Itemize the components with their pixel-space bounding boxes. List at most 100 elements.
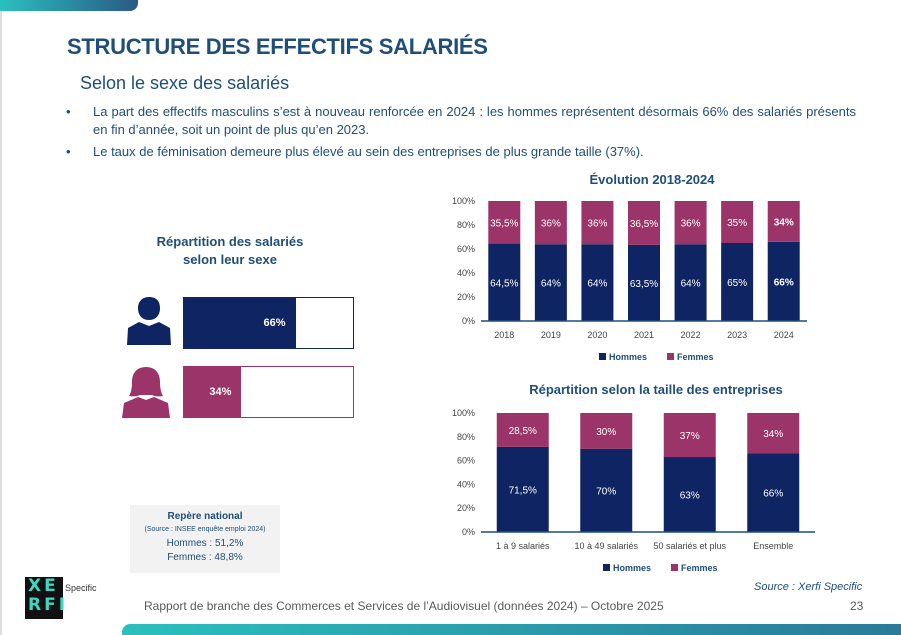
x-tick-label: 2020 xyxy=(587,330,607,340)
repere-national-box: Repère national (Source : INSEE enquête … xyxy=(130,505,280,573)
repere-source: (Source : INSEE enquête emploi 2024) xyxy=(144,526,266,533)
data-label: 64% xyxy=(541,279,561,290)
data-label: 70% xyxy=(596,486,616,497)
y-tick-label: 80% xyxy=(457,432,475,442)
taille-chart: Répartition selon la taille des entrepri… xyxy=(452,382,815,573)
x-tick-label: 2021 xyxy=(634,330,654,340)
legend-swatch xyxy=(603,564,610,571)
hommes-fill: 66% xyxy=(184,298,296,348)
data-label: 34% xyxy=(763,429,783,440)
y-tick-label: 40% xyxy=(457,268,475,278)
legend-label: Hommes xyxy=(609,352,647,362)
x-tick-label: 2022 xyxy=(681,330,701,340)
y-tick-label: 20% xyxy=(457,503,475,513)
bar-femmes xyxy=(496,413,549,447)
bar-femmes xyxy=(488,201,521,244)
data-label: 28,5% xyxy=(509,426,537,437)
legend-swatch xyxy=(667,353,674,360)
data-label: 66% xyxy=(774,277,794,288)
repartition-title: Répartition des salariés selon leur sexe xyxy=(130,233,330,269)
bullet-item: Le taux de féminisation demeure plus éle… xyxy=(66,143,856,161)
repartition-title-line: selon leur sexe xyxy=(183,252,277,267)
data-label: 63% xyxy=(680,491,700,502)
y-tick-label: 0% xyxy=(462,316,475,326)
hommes-value: 66% xyxy=(263,317,286,329)
page-title: STRUCTURE DES EFFECTIFS SALARIÉS xyxy=(67,34,488,59)
data-label: 37% xyxy=(680,431,700,442)
bar-hommes xyxy=(488,243,521,321)
logo-tag: Specific xyxy=(65,583,97,593)
x-tick-label: Ensemble xyxy=(753,541,793,551)
legend-label: Femmes xyxy=(677,352,714,362)
y-tick-label: 60% xyxy=(457,244,475,254)
repere-title: Repère national xyxy=(167,511,243,522)
x-tick-label: 50 salariés et plus xyxy=(653,541,726,551)
y-tick-label: 20% xyxy=(457,292,475,302)
legend-swatch xyxy=(599,353,606,360)
data-label: 36% xyxy=(541,219,561,230)
y-tick-label: 0% xyxy=(462,527,475,537)
femmes-bar: 34% xyxy=(183,366,354,418)
source-note: Source : Xerfi Specific xyxy=(754,581,863,593)
data-label: 34% xyxy=(774,217,794,228)
bar-hommes xyxy=(767,241,800,321)
x-tick-label: 2024 xyxy=(774,330,794,340)
data-label: 36% xyxy=(587,219,607,230)
evolution-chart: Évolution 2018-2024 0% 20% 40% 60% 80% 100% 64,… xyxy=(452,172,807,362)
data-label: 71,5% xyxy=(509,485,537,496)
legend-label: Femmes xyxy=(681,563,718,573)
hommes-bar: 66% xyxy=(183,297,354,349)
bar-femmes xyxy=(674,201,707,245)
y-tick-label: 80% xyxy=(457,220,475,230)
chart-title: Répartition selon la taille des entrepri… xyxy=(529,382,783,397)
bullet-item: La part des effectifs masculins s’est à … xyxy=(66,103,856,139)
bar-femmes xyxy=(580,413,633,449)
bottom-accent-bar xyxy=(122,624,901,635)
xerfi-logo: XE RFI xyxy=(25,577,65,619)
data-label: 65% xyxy=(727,278,747,289)
y-tick-label: 100% xyxy=(452,408,475,418)
data-label: 66% xyxy=(763,489,783,500)
bar-hommes xyxy=(496,446,549,532)
legend-label: Hommes xyxy=(613,563,651,573)
repere-hommes: Hommes : 51,2% xyxy=(166,538,244,549)
x-tick-label: 1 à 9 salariés xyxy=(496,541,550,551)
data-label: 64% xyxy=(681,279,701,290)
femmes-value: 34% xyxy=(209,386,232,398)
bar-femmes xyxy=(721,201,754,243)
data-label: 30% xyxy=(596,427,616,438)
bar-hommes xyxy=(534,244,567,321)
x-tick-label: 2018 xyxy=(494,330,514,340)
data-label: 36,5% xyxy=(630,219,658,230)
bar-femmes xyxy=(628,201,660,245)
bar-hommes xyxy=(581,244,614,321)
repere-femmes: Femmes : 48,8% xyxy=(167,552,243,563)
woman-icon xyxy=(122,367,170,418)
bar-hommes xyxy=(747,453,800,532)
data-label: 64% xyxy=(587,279,607,290)
repartition-title-line: Répartition des salariés xyxy=(156,234,304,249)
bar-femmes xyxy=(663,413,716,458)
left-border xyxy=(0,0,2,635)
bar-hommes xyxy=(663,457,716,532)
footer-text: Rapport de branche des Commerces et Serv… xyxy=(144,599,664,613)
bar-femmes xyxy=(747,413,800,454)
chart-title: Évolution 2018-2024 xyxy=(590,172,716,187)
bar-hommes xyxy=(674,244,707,321)
data-label: 64,5% xyxy=(490,278,518,289)
y-tick-label: 100% xyxy=(452,196,475,206)
page-number: 23 xyxy=(850,599,864,613)
bar-femmes xyxy=(581,201,614,245)
bar-femmes xyxy=(534,201,567,245)
data-label: 35% xyxy=(727,218,747,229)
data-label: 35,5% xyxy=(490,218,518,229)
bullet-list: La part des effectifs masculins s’est à … xyxy=(66,103,856,165)
x-tick-label: 2023 xyxy=(727,330,747,340)
y-tick-label: 40% xyxy=(457,479,475,489)
man-icon xyxy=(127,297,171,345)
y-tick-label: 60% xyxy=(457,456,475,466)
bar-femmes xyxy=(767,201,800,242)
top-accent-bar xyxy=(0,0,138,11)
femmes-fill: 34% xyxy=(184,367,242,417)
bar-hommes xyxy=(580,448,633,532)
